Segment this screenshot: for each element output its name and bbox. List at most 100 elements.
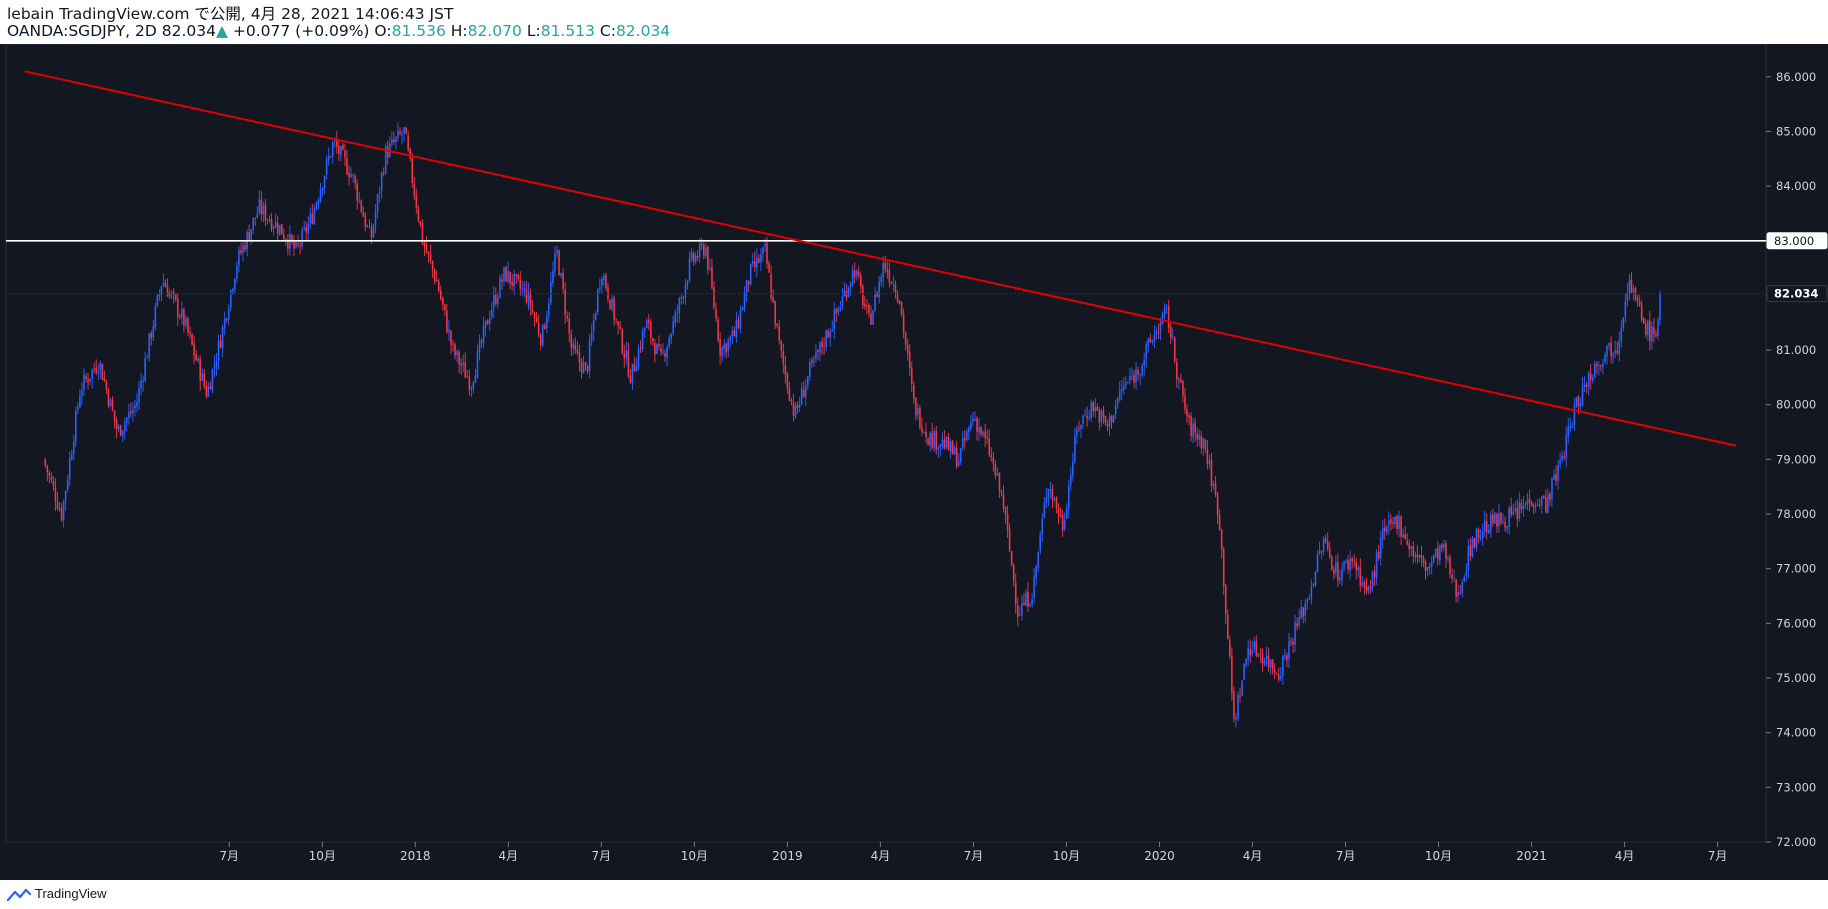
candle-body bbox=[588, 340, 591, 372]
candle-body bbox=[464, 362, 467, 378]
candle-body bbox=[723, 344, 725, 349]
candle-body bbox=[368, 227, 371, 229]
candle-body bbox=[1292, 641, 1294, 645]
candle-body bbox=[800, 388, 803, 405]
candle-body bbox=[1269, 659, 1272, 668]
candle-body bbox=[1316, 554, 1319, 572]
candle-body bbox=[790, 400, 793, 402]
candle-body bbox=[1094, 406, 1097, 412]
candle-body bbox=[584, 362, 587, 365]
candle-body bbox=[1200, 436, 1203, 449]
candle-body bbox=[134, 405, 136, 409]
candle-body bbox=[1447, 557, 1449, 560]
candle-body bbox=[992, 457, 995, 464]
candle-body bbox=[1630, 279, 1633, 294]
candle-body bbox=[256, 213, 259, 218]
candle-body bbox=[1353, 560, 1355, 562]
price-change: +0.077 (+0.09%) bbox=[232, 22, 370, 40]
y-tick-label: 78.000 bbox=[1776, 507, 1816, 521]
candle-body bbox=[719, 339, 721, 356]
candle-body bbox=[531, 308, 534, 312]
candle-body bbox=[244, 244, 246, 250]
candle-body bbox=[1176, 362, 1178, 380]
candle-body bbox=[1092, 402, 1095, 412]
candle-body bbox=[1369, 586, 1372, 589]
candle-body bbox=[1492, 514, 1494, 524]
candle-body bbox=[150, 332, 153, 339]
candle-body bbox=[497, 297, 499, 304]
candle-body bbox=[1147, 338, 1150, 346]
candle-body bbox=[568, 318, 571, 334]
candle-body bbox=[978, 427, 980, 433]
candle-body bbox=[468, 376, 471, 390]
candle-body bbox=[321, 187, 324, 191]
candle-body bbox=[908, 352, 911, 369]
candle-body bbox=[902, 313, 905, 333]
candle-body bbox=[1157, 332, 1160, 334]
candle-body bbox=[431, 261, 434, 270]
candle-body bbox=[811, 359, 813, 364]
candle-body bbox=[762, 247, 764, 255]
candle-body bbox=[1273, 669, 1276, 673]
candle-body bbox=[1306, 600, 1309, 603]
candle-body bbox=[119, 425, 122, 436]
candle-body bbox=[1530, 502, 1533, 506]
candle-body bbox=[1222, 548, 1225, 587]
candle-body bbox=[1204, 439, 1207, 450]
candle-body bbox=[1404, 534, 1406, 540]
tradingview-brand[interactable]: TradingView bbox=[35, 886, 107, 901]
candle-body bbox=[629, 375, 632, 383]
candle-body bbox=[1604, 355, 1606, 363]
candle-body bbox=[851, 269, 854, 285]
last-price: 82.034 bbox=[161, 22, 217, 40]
candle-body bbox=[764, 244, 766, 247]
candle-body bbox=[1498, 513, 1500, 526]
candle-body bbox=[1045, 497, 1048, 503]
candle-body bbox=[625, 350, 628, 358]
candle-body bbox=[766, 243, 768, 264]
candle-body bbox=[737, 320, 740, 328]
candle-body bbox=[1123, 385, 1125, 390]
candle-body bbox=[1622, 317, 1625, 328]
candle-body bbox=[543, 325, 546, 330]
low-label: L: bbox=[526, 22, 541, 40]
candle-body bbox=[711, 267, 713, 288]
candle-body bbox=[1255, 641, 1258, 656]
candle-body bbox=[1624, 301, 1627, 317]
candle-body bbox=[156, 295, 159, 306]
candle-body bbox=[285, 238, 287, 242]
candle-body bbox=[1596, 363, 1598, 366]
candle-body bbox=[1383, 527, 1386, 532]
candle-body bbox=[423, 242, 426, 247]
candle-body bbox=[1314, 572, 1317, 586]
candle-body bbox=[417, 208, 420, 221]
candle-body bbox=[1265, 655, 1268, 660]
candle-body bbox=[274, 221, 277, 228]
candle-body bbox=[488, 318, 491, 324]
candle-body bbox=[138, 388, 140, 403]
candle-body bbox=[1528, 498, 1531, 504]
candle-body bbox=[521, 288, 524, 290]
candle-body bbox=[953, 447, 956, 454]
candle-body bbox=[915, 397, 917, 416]
x-tick-label: 4月 bbox=[499, 849, 519, 863]
candle-body bbox=[1642, 318, 1645, 324]
candle-body bbox=[1602, 363, 1604, 368]
candle-body bbox=[1288, 641, 1290, 660]
candle-body bbox=[1241, 680, 1243, 696]
candle-body bbox=[1198, 434, 1201, 440]
candle-body bbox=[1640, 304, 1643, 320]
price-label-bg bbox=[1766, 285, 1828, 303]
candle-body bbox=[1571, 425, 1574, 427]
candle-body bbox=[1494, 513, 1496, 524]
candle-body bbox=[460, 363, 462, 366]
candle-body bbox=[1357, 567, 1360, 571]
price-chart[interactable]: 86.00085.00084.00083.00082.00081.00080.0… bbox=[0, 44, 1828, 880]
candle-body bbox=[996, 473, 999, 476]
candle-body bbox=[988, 438, 991, 455]
candle-body bbox=[1004, 506, 1007, 515]
candle-body bbox=[1100, 411, 1103, 422]
candle-body bbox=[315, 203, 318, 209]
candle-body bbox=[505, 267, 507, 282]
candle-body bbox=[970, 422, 972, 429]
